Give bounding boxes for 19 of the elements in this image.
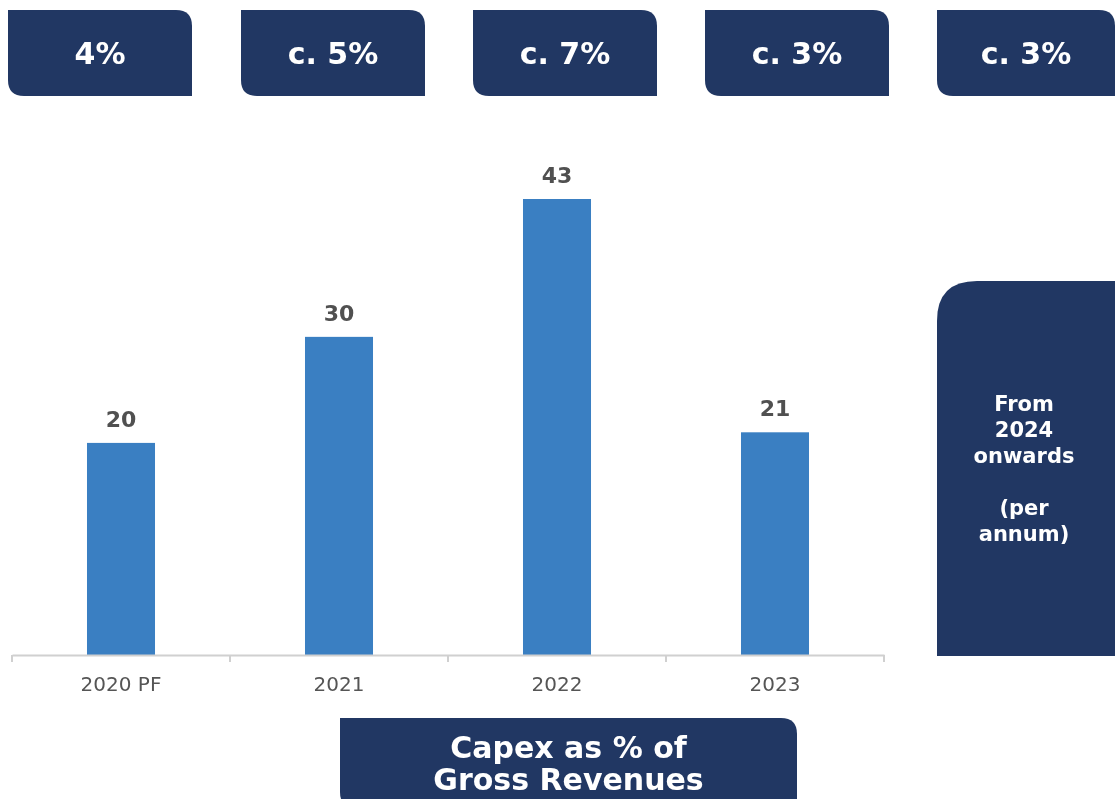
bar [740, 432, 810, 655]
x-tick-label: 2020 PF [80, 672, 162, 697]
data-label: 30 [323, 300, 355, 326]
bar [522, 199, 592, 655]
text: Capex as % of Gross Revenues [433, 729, 704, 797]
x-tick-label: 2021 [313, 672, 365, 697]
data-label: 21 [759, 396, 791, 422]
data-label: 43 [541, 163, 573, 188]
x-tick-label: 2023 [749, 672, 801, 697]
text: c. 3% [980, 35, 1072, 71]
text: 4% [74, 35, 126, 71]
text: From 2024 onwards (per annum) [973, 392, 1075, 546]
x-tick-label: 2022 [531, 672, 583, 697]
data-label: 20 [105, 406, 137, 432]
text: c. 3% [751, 35, 843, 71]
text: c. 7% [519, 35, 611, 71]
bar [304, 336, 374, 655]
text: c. 5% [287, 35, 379, 71]
bar [86, 442, 156, 655]
